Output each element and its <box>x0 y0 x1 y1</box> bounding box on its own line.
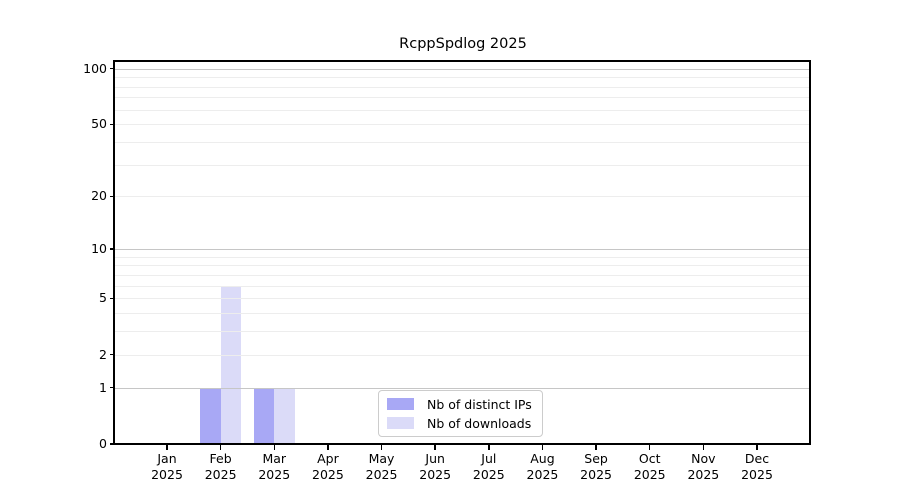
x-tick-label-aug: Aug 2025 <box>526 451 559 482</box>
gridline-minor <box>115 256 811 258</box>
y-tick-mark <box>110 68 115 70</box>
y-tick-label: 1 <box>99 379 107 395</box>
y-tick-mark <box>110 123 115 125</box>
y-tick-mark <box>110 386 115 389</box>
x-tick-label-jan: Jan 2025 <box>151 451 183 482</box>
x-tick-label-apr: Apr 2025 <box>312 451 344 482</box>
legend-label-downloads: Nb of downloads <box>427 415 532 431</box>
gridline-major <box>115 387 811 390</box>
bar-downloads <box>220 285 242 444</box>
gridline-minor <box>115 164 811 166</box>
x-tick-label-may: May 2025 <box>365 451 398 482</box>
y-tick-label: 5 <box>99 290 107 306</box>
gridline-major <box>115 249 811 251</box>
gridline-minor <box>115 124 811 126</box>
bar-distinct-ips <box>200 387 221 444</box>
y-tick-mark <box>110 248 115 250</box>
x-tick-mark <box>595 445 597 450</box>
x-tick-mark <box>541 445 544 450</box>
x-tick-label-feb: Feb 2025 <box>204 451 237 482</box>
bar-downloads <box>274 387 295 444</box>
axis-spine-top <box>115 60 811 62</box>
gridline-minor <box>115 97 811 99</box>
y-tick-label: 0 <box>99 436 107 451</box>
bar-distinct-ips <box>253 387 275 444</box>
y-tick-label: 2 <box>99 346 107 362</box>
y-tick-mark <box>110 353 115 356</box>
gridline-minor <box>115 142 811 144</box>
y-tick-label: 20 <box>91 188 107 204</box>
chart-title: RcppSpdlog 2025 <box>399 36 527 52</box>
downloads-swatch-icon <box>387 417 414 429</box>
y-tick-label: 50 <box>91 116 107 132</box>
x-tick-mark <box>380 445 383 450</box>
x-tick-label-sep: Sep 2025 <box>580 451 612 482</box>
x-tick-mark <box>327 445 329 450</box>
axis-spine-right <box>809 60 811 445</box>
x-tick-label-dec: Dec 2025 <box>741 451 773 482</box>
x-tick-label-nov: Nov 2025 <box>687 451 720 482</box>
x-tick-mark <box>273 445 275 450</box>
axis-spine-bottom <box>115 443 811 445</box>
x-tick-mark <box>166 445 168 450</box>
axis-spine-left <box>113 60 115 445</box>
x-tick-label-jul: Jul 2025 <box>472 451 505 482</box>
gridline-minor <box>115 109 811 111</box>
gridline-minor <box>115 86 811 88</box>
legend-row-distinct-ips: Nb of distinct IPs <box>387 397 542 412</box>
gridline-minor <box>115 331 811 333</box>
legend-label-distinct-ips: Nb of distinct IPs <box>427 396 532 412</box>
y-tick-label: 100 <box>83 60 107 76</box>
y-tick-mark <box>110 195 115 198</box>
x-tick-mark <box>702 445 705 450</box>
gridline-minor <box>115 274 811 276</box>
x-tick-label-oct: Oct 2025 <box>633 451 666 482</box>
gridline-minor <box>115 313 811 315</box>
gridline-minor <box>115 265 811 267</box>
distinct-ips-swatch-icon <box>387 398 414 410</box>
y-tick-mark <box>110 297 115 299</box>
x-tick-mark <box>488 445 490 450</box>
x-tick-label-mar: Mar 2025 <box>258 451 291 482</box>
gridline-minor <box>115 298 811 300</box>
x-tick-label-jun: Jun 2025 <box>419 451 452 482</box>
legend-row-downloads: Nb of downloads <box>387 416 542 431</box>
gridline-minor <box>115 196 811 198</box>
x-tick-mark <box>756 445 758 450</box>
gridline-minor <box>115 285 811 287</box>
x-tick-mark <box>649 445 651 450</box>
plot-area <box>113 60 811 445</box>
x-tick-mark <box>219 445 222 450</box>
y-tick-mark <box>110 443 115 445</box>
legend-box: Nb of distinct IPs Nb of downloads <box>378 390 543 437</box>
gridline-major <box>115 68 811 71</box>
y-tick-label: 10 <box>91 241 107 257</box>
gridline-minor <box>115 354 811 356</box>
gridline-minor <box>115 77 811 79</box>
x-tick-mark <box>434 445 436 450</box>
